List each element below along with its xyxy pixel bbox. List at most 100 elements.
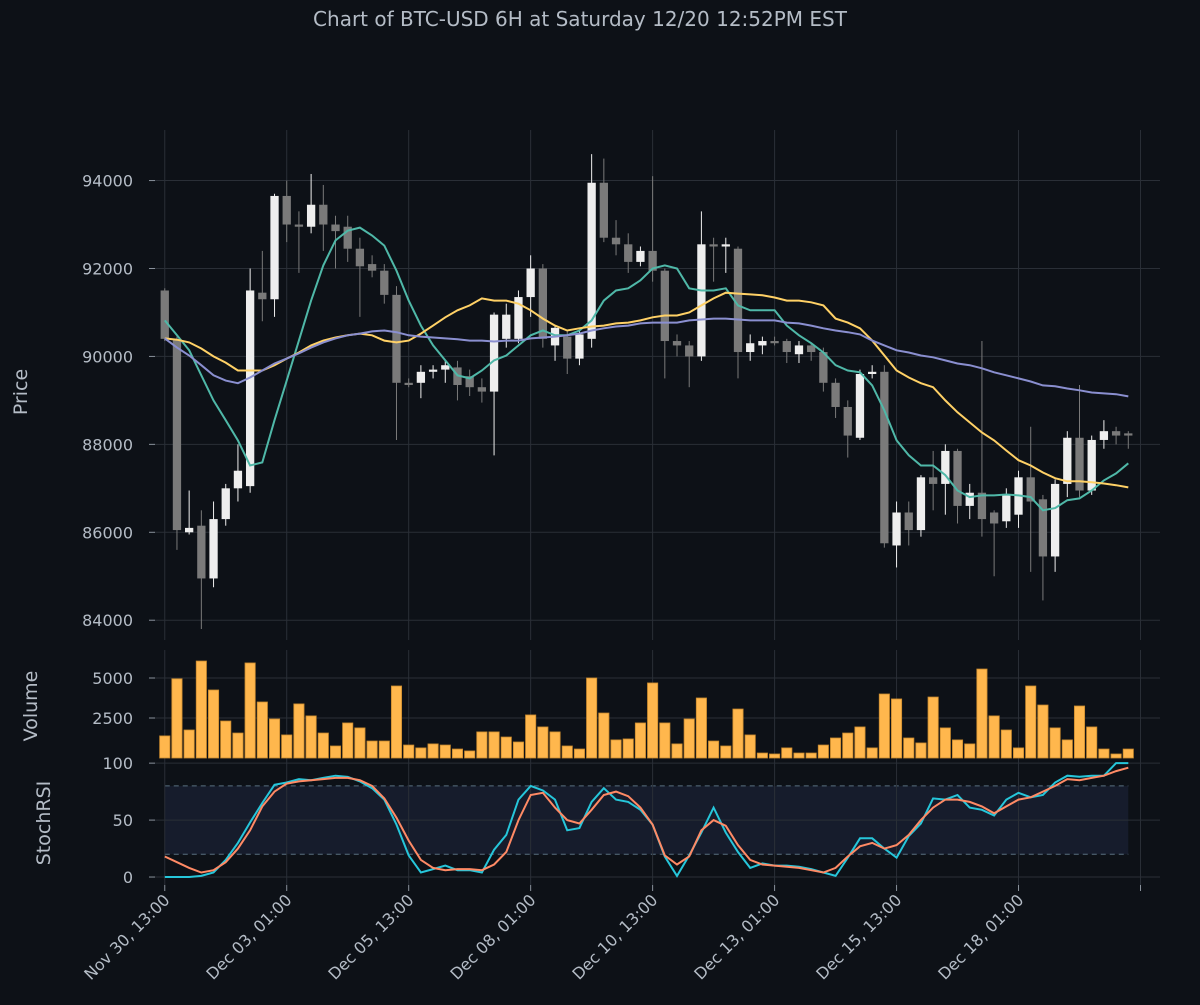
candle-body [953, 450, 962, 506]
candle-body [904, 512, 913, 531]
volume-bar [256, 701, 268, 759]
candle-body [428, 369, 438, 372]
volume-bar [793, 752, 805, 759]
volume-bar [830, 737, 842, 759]
volume-bar [195, 660, 207, 759]
candle-body [221, 488, 230, 520]
volume-bar [281, 734, 293, 759]
candle-body [185, 527, 194, 533]
candle-body [624, 244, 633, 262]
volume-bar [854, 726, 866, 759]
y-tick-label: 100 [102, 754, 133, 773]
candle-body [404, 382, 413, 385]
volume-bar [476, 731, 488, 759]
candle-body [160, 290, 169, 339]
volume-bar [573, 748, 585, 759]
candle-body [526, 268, 535, 298]
volume-bar [988, 715, 1000, 759]
candle-body [331, 224, 340, 232]
candle-body [721, 244, 730, 247]
candle-body [843, 406, 852, 436]
candle-body [977, 492, 987, 520]
y-tick-label: 94000 [82, 172, 133, 191]
volume-bar [939, 727, 951, 759]
volume-bar [586, 677, 598, 759]
volume-bar [561, 745, 573, 759]
volume-bar [525, 714, 537, 759]
volume-bar [708, 740, 720, 759]
candle-body [599, 182, 608, 238]
candle-body [355, 248, 365, 267]
x-tick-label: Nov 30, 13:00 [80, 890, 173, 983]
volume-bar [683, 718, 695, 759]
candle-body [233, 470, 243, 489]
candle-body [807, 345, 816, 353]
volume-bar [1110, 753, 1122, 759]
candle-body [794, 345, 804, 355]
volume-bar [208, 689, 220, 759]
candle-body [868, 371, 877, 375]
volume-bar [415, 747, 427, 759]
volume-bar [891, 698, 903, 759]
volume-bar [403, 744, 415, 759]
volume-bar [634, 722, 646, 759]
volume-bar [915, 742, 927, 759]
volume-bar [1061, 739, 1073, 759]
moving-average-line [164, 291, 1129, 489]
volume-bar [317, 732, 329, 759]
volume-bar [378, 740, 390, 759]
volume-bar [512, 741, 524, 759]
candle-body [587, 182, 596, 339]
candle-body [648, 250, 657, 271]
candle-body [514, 297, 523, 339]
volume-bar [976, 668, 988, 759]
volume-bar [952, 739, 964, 759]
candle-body [1111, 431, 1121, 436]
volume-bar [342, 722, 354, 759]
candle-body [245, 290, 255, 487]
candle-body [1026, 477, 1035, 502]
candle-body [392, 294, 401, 383]
volume-bar [817, 744, 829, 759]
candle-body [575, 334, 584, 359]
volume-bar [232, 732, 244, 759]
volume-bar [244, 662, 256, 759]
y-tick-label: 2500 [92, 709, 133, 728]
candle-body [758, 341, 767, 346]
y-axis-label: Volume [20, 671, 42, 742]
candle-body [1050, 483, 1060, 557]
volume-bar [1086, 726, 1098, 759]
y-tick-label: 5000 [92, 669, 133, 688]
x-tick-label: Dec 08, 01:00 [446, 890, 539, 983]
volume-bar [293, 703, 305, 759]
candle-body [1063, 437, 1072, 484]
candle-body [538, 268, 547, 339]
x-tick-label: Dec 15, 13:00 [812, 890, 905, 983]
volume-bar [805, 752, 817, 759]
candle-body [563, 336, 572, 359]
volume-bar [744, 734, 756, 759]
y-axis-label: StochRSI [33, 781, 55, 866]
volume-bar [964, 743, 976, 759]
candle-body [928, 477, 938, 484]
volume-bar [1049, 727, 1061, 759]
volume-bar [842, 732, 854, 759]
candle-body [660, 270, 669, 342]
volume-bar [1012, 747, 1025, 759]
candle-body [172, 338, 182, 531]
candle-body [282, 195, 291, 225]
candle-body [965, 492, 974, 506]
candle-body [831, 382, 840, 407]
volume-bar [1037, 704, 1049, 759]
candle-body [319, 204, 328, 225]
volume-bar [464, 750, 476, 759]
stochrsi-line [164, 766, 1129, 874]
candle-body [733, 248, 743, 353]
candle-body [782, 341, 791, 353]
volume-bar [671, 743, 683, 759]
candle-body [343, 226, 352, 249]
y-tick-label: 92000 [82, 259, 133, 278]
volume-bar [878, 693, 890, 759]
candle-body [1087, 439, 1096, 491]
